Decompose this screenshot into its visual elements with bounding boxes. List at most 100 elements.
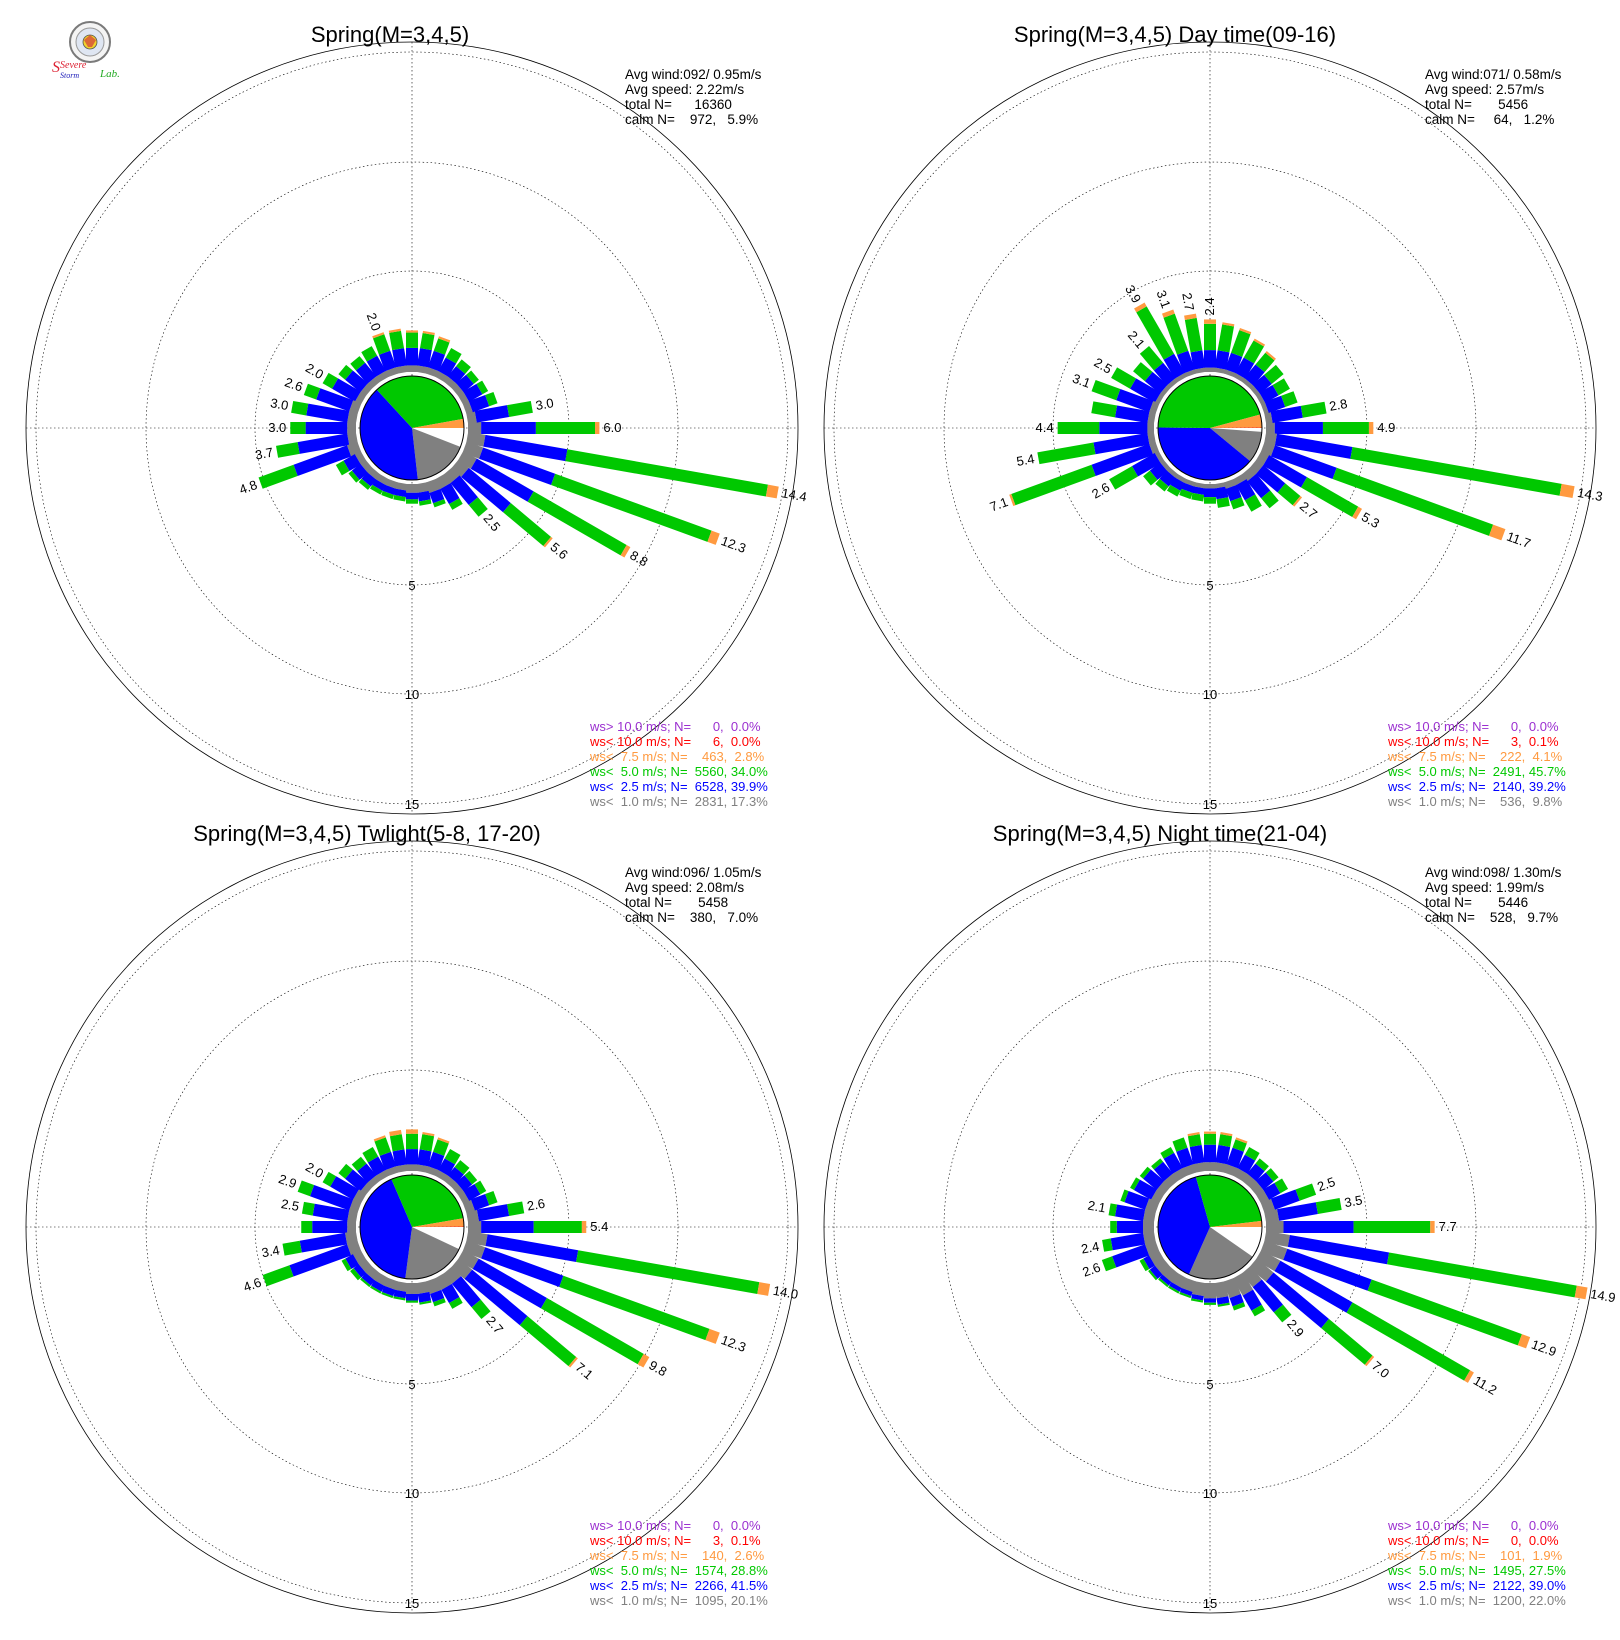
wind-bar-segment: [1143, 1209, 1156, 1224]
bar-total-label: 4.8: [237, 477, 259, 497]
wind-bar-segment: [470, 1193, 490, 1211]
wind-bar-segment: [1154, 392, 1165, 406]
wind-bar-segment: [1120, 1189, 1129, 1203]
wind-bar-segment: [1174, 473, 1188, 484]
wind-bar-segment: [1213, 367, 1227, 374]
wind-bar-segment: [1143, 1169, 1165, 1190]
wind-bar-segment: [1193, 367, 1207, 374]
wind-bar-segment: [456, 1175, 473, 1192]
wind-bar-segment: [1367, 1279, 1522, 1346]
wind-bar-segment: [341, 1258, 352, 1272]
bar-total-label: 2.6: [1080, 1259, 1102, 1279]
wind-bar-segment: [1159, 1274, 1172, 1286]
wind-bar-segment: [347, 1209, 358, 1224]
wind-bar-segment: [1110, 1232, 1146, 1251]
pie-slice: [1210, 1220, 1262, 1227]
wind-bar-segment: [306, 403, 350, 423]
bar-total-label: 5.4: [1015, 451, 1035, 469]
wind-bar-segment: [447, 1166, 464, 1183]
bar-total-label: 14.4: [780, 485, 808, 504]
wind-bar-segment: [392, 348, 408, 368]
wind-bar-segment: [1158, 1277, 1169, 1288]
wind-bar-segment: [393, 1289, 407, 1299]
wind-bar-segment: [366, 355, 386, 377]
wind-bar-segment: [451, 1276, 481, 1308]
wind-bar-segment: [472, 1258, 547, 1309]
wind-bar-segment: [1124, 1190, 1150, 1210]
bar-total-label: 2.6: [283, 374, 305, 394]
bar-total-label: 4.4: [1036, 420, 1054, 435]
wind-bar-segment: [503, 503, 552, 547]
wind-bar-segment: [543, 536, 553, 548]
bar-total-label: 2.4: [1202, 297, 1217, 315]
wind-bar-segment: [1260, 401, 1269, 415]
wind-bar-segment: [291, 400, 309, 416]
chart-title: Spring(M=3,4,5) Night time(21-04): [993, 821, 1327, 846]
wind-bar-segment: [1232, 1272, 1254, 1296]
bar-total-label: 2.5: [1091, 355, 1114, 377]
wind-bar-segment: [765, 484, 779, 499]
bar-total-label: 2.6: [1089, 480, 1112, 502]
wind-bar-segment: [351, 1156, 367, 1172]
wind-bar-segment: [1229, 1294, 1244, 1307]
wind-bar-segment: [1144, 371, 1168, 394]
wind-bar-segment: [389, 1134, 405, 1152]
wind-bar-segment: [444, 1148, 461, 1165]
ring-label: 10: [405, 687, 419, 702]
wind-bar-segment: [1172, 1137, 1188, 1152]
wind-bar-segment: [1191, 1294, 1204, 1301]
wind-bar-segment: [434, 473, 451, 489]
pie-slice: [412, 428, 465, 447]
wind-bar-segment: [1159, 470, 1176, 487]
wind-bar-segment: [1156, 1180, 1171, 1196]
wind-bar-segment: [1182, 1164, 1197, 1177]
wind-bar-segment: [335, 460, 350, 476]
wind-bar-segment: [1574, 1285, 1588, 1300]
wind-bar-segment: [461, 467, 511, 513]
wind-bar-segment: [1270, 1189, 1300, 1210]
wind-rose-panel-4: 5 10 15 7.7 14.9 12.9 11.2 7.0 2.9 3.5 2.5 2.1 2.4 2.…: [823, 821, 1617, 1614]
wind-bar-segment: [430, 1289, 445, 1303]
ring-label: 5: [1206, 1377, 1213, 1392]
range-ring: [35, 850, 789, 1604]
wind-bar-segment: [1283, 1248, 1372, 1291]
bar-total-label: 14.0: [772, 1283, 800, 1302]
wind-bar-segment: [1242, 1289, 1262, 1311]
wind-bar-segment: [1223, 369, 1237, 378]
pie-slice: [376, 375, 464, 428]
wind-bar-segment: [1232, 1139, 1247, 1152]
wind-bar-segment: [425, 1277, 442, 1295]
wind-bar-segment: [1274, 1178, 1289, 1194]
bar-total-label: 9.8: [646, 1357, 669, 1379]
info-line: Avg speed: 2.22m/s: [625, 82, 744, 97]
wind-bar-segment: [1108, 1203, 1118, 1217]
ring-label: 15: [1203, 1596, 1217, 1611]
wind-bar-segment: [1112, 1244, 1150, 1268]
wind-bar-segment: [347, 410, 358, 425]
chart-title: Spring(M=3,4,5): [311, 22, 469, 47]
wind-bar-segment: [463, 1183, 481, 1201]
legend-entry: ws< 1.0 m/s; N= 1095, 20.1%: [589, 1593, 768, 1608]
wind-bar-segment: [372, 332, 385, 339]
wind-bar-segment: [1163, 1173, 1179, 1188]
wind-bar-segment: [1159, 459, 1171, 472]
wind-bar-segment: [559, 1275, 710, 1341]
ring-label: 5: [408, 578, 415, 593]
wind-bar-segment: [470, 458, 534, 502]
bar-total-label: 7.1: [573, 1359, 596, 1382]
wind-bar-segment: [438, 336, 451, 343]
wind-bar-segment: [1147, 431, 1156, 445]
wind-bar-segment: [1251, 1304, 1266, 1317]
wind-bar-segment: [1273, 1304, 1292, 1323]
bar-total-label: 2.4: [1080, 1239, 1100, 1257]
wind-bar-segment: [373, 1135, 386, 1142]
legend-entry: ws< 5.0 m/s; N= 5560, 34.0%: [589, 764, 768, 779]
info-line: calm N= 380, 7.0%: [625, 910, 758, 925]
wind-bar-segment: [1166, 467, 1179, 479]
wind-bar-segment: [297, 433, 350, 454]
bar-total-label: 4.6: [241, 1274, 263, 1294]
wind-bar-segment: [450, 475, 478, 505]
wind-bar-segment: [1249, 1258, 1274, 1282]
wind-bar-segment: [378, 350, 397, 372]
wind-bar-segment: [466, 431, 486, 447]
